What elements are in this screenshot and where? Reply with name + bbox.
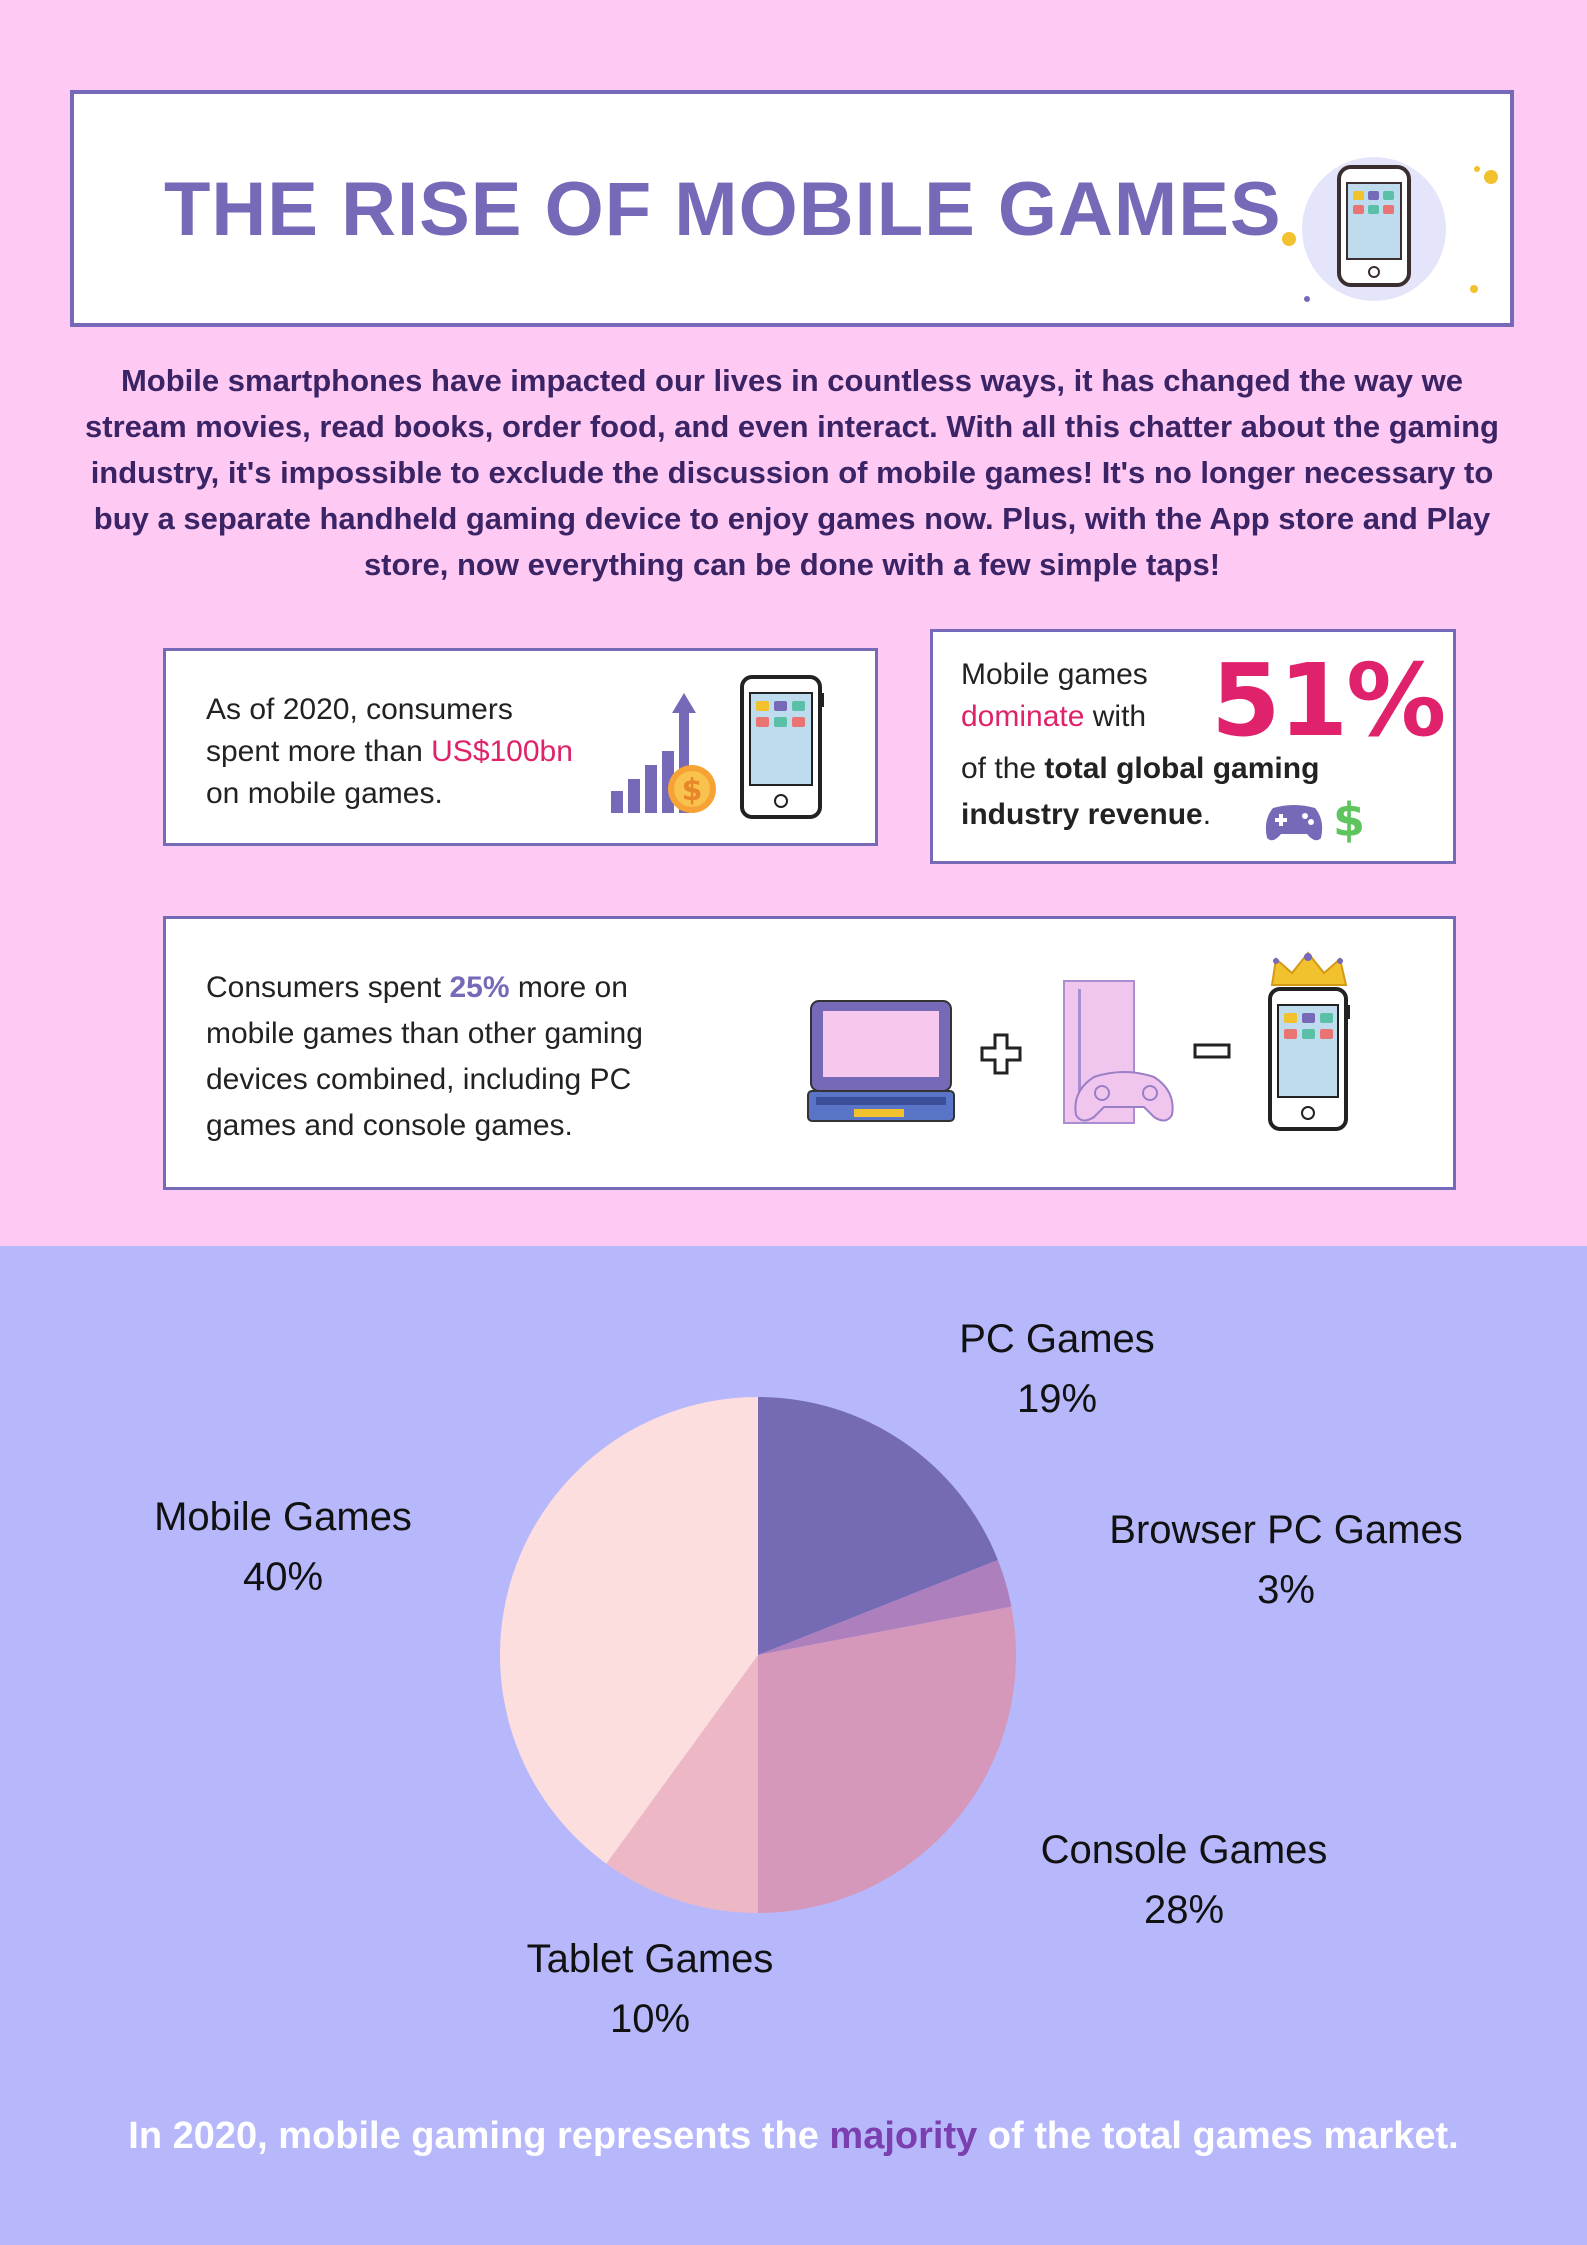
stat-line: spent more than US$100bn — [206, 731, 573, 773]
console-icon — [1063, 980, 1174, 1124]
page-title: THE RISE OF MOBILE GAMES — [164, 167, 1282, 252]
stat-text: As of 2020, consumers spent more than US… — [206, 689, 573, 815]
stat-line: of the total global gaming — [961, 746, 1319, 792]
stat-line: Consumers spent 25% more on — [206, 965, 643, 1011]
stat-text: of the total global gaming industry reve… — [961, 746, 1319, 838]
crowned-smartphone-icon — [1268, 951, 1350, 1131]
stat-line: As of 2020, consumers — [206, 693, 513, 726]
footer-suffix: of the total games market. — [977, 2115, 1459, 2157]
pie-slice-pc-games — [758, 1397, 998, 1655]
svg-text:$: $ — [1333, 794, 1365, 844]
stat-line-suffix: . — [1202, 798, 1212, 831]
pie-label-value: 40% — [243, 1555, 323, 1599]
stat-card-comparison: Consumers spent 25% more on mobile games… — [163, 916, 1456, 1190]
pie-label-value: 10% — [610, 1997, 690, 2041]
stat-line-prefix: of the — [961, 752, 1045, 785]
stat-line: mobile games than other gaming — [206, 1017, 643, 1050]
stat-line: games and console games. — [206, 1109, 573, 1142]
pie-label-category: Console Games — [1041, 1828, 1328, 1872]
svg-text:$: $ — [682, 773, 703, 808]
pie-slice-browser-pc-games — [758, 1560, 1012, 1655]
stat-text: Consumers spent 25% more on mobile games… — [206, 965, 643, 1149]
stat-line-suffix: with — [1084, 700, 1147, 733]
stat-line: devices combined, including PC — [206, 1063, 632, 1096]
stat-line: on mobile games. — [206, 777, 443, 810]
pie-label-value: 19% — [1017, 1377, 1097, 1421]
smartphone-icon — [1282, 157, 1498, 302]
dominate-highlight: dominate — [961, 700, 1085, 733]
pie-label-category: Tablet Games — [527, 1937, 774, 1981]
stat-line: dominate with — [961, 696, 1148, 738]
pie-label-category: Browser PC Games — [1109, 1508, 1462, 1552]
stat-text: Mobile games dominate with — [961, 654, 1148, 738]
stat-card-share: Mobile games dominate with 51% of the to… — [930, 629, 1456, 864]
laptop-icon — [807, 1000, 955, 1122]
stat-bold: total global gaming — [1044, 752, 1320, 785]
footer-caption: In 2020, mobile gaming represents the ma… — [0, 2115, 1587, 2158]
plus-icon — [980, 1033, 1022, 1075]
pie-slice-console-games — [758, 1606, 1016, 1914]
pie-label-value: 3% — [1257, 1568, 1315, 1612]
title-card: THE RISE OF MOBILE GAMES — [70, 90, 1514, 327]
stat-card-revenue: As of 2020, consumers spent more than US… — [163, 648, 878, 846]
growth-chart-icon: $ — [611, 693, 716, 813]
stat-line-suffix: more on — [509, 971, 628, 1004]
stat-line: industry revenue. — [961, 792, 1319, 838]
intro-paragraph: Mobile smartphones have impacted our liv… — [85, 363, 1499, 582]
smartphone-icon — [740, 675, 824, 819]
stat-bold: industry revenue — [961, 798, 1203, 831]
pie-slice-tablet-games — [606, 1655, 758, 1913]
stat-line: Mobile games — [961, 658, 1148, 691]
pie-label-value: 28% — [1144, 1888, 1224, 1932]
stat-line-prefix: spent more than — [206, 735, 432, 768]
dollar-icon: $ — [1333, 794, 1365, 844]
percent-highlight: 25% — [449, 971, 510, 1004]
stat-line-prefix: Consumers spent — [206, 971, 450, 1004]
minus-icon — [1193, 1043, 1231, 1059]
gamepad-icon — [1265, 805, 1323, 841]
amount-highlight: US$100bn — [431, 735, 573, 768]
pie-label-category: PC Games — [959, 1317, 1155, 1361]
pie-slice-mobile-games — [499, 1397, 758, 1864]
share-percent: 51% — [1211, 642, 1446, 759]
pie-label-category: Mobile Games — [154, 1495, 412, 1539]
footer-highlight: majority — [829, 2115, 978, 2157]
footer-prefix: In 2020, mobile gaming represents the — [128, 2115, 830, 2157]
